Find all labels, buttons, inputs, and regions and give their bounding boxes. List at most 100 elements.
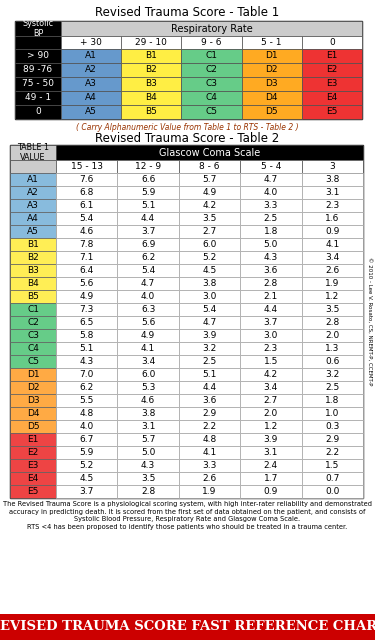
Bar <box>117 173 179 186</box>
Bar <box>179 316 240 329</box>
Text: E5: E5 <box>27 487 39 496</box>
Bar <box>56 446 117 459</box>
Bar <box>302 355 363 368</box>
Text: 3.5: 3.5 <box>202 214 217 223</box>
Text: 2.7: 2.7 <box>202 227 217 236</box>
Text: C2: C2 <box>206 65 218 74</box>
Text: Glascow Coma Scale: Glascow Coma Scale <box>159 147 260 157</box>
Text: 4.3: 4.3 <box>264 253 278 262</box>
Bar <box>302 433 363 446</box>
Text: A4: A4 <box>85 93 97 102</box>
Text: 7.1: 7.1 <box>80 253 94 262</box>
Text: 5.1: 5.1 <box>141 201 155 210</box>
Bar <box>302 264 363 277</box>
Text: D5: D5 <box>27 422 39 431</box>
Bar <box>56 329 117 342</box>
Bar <box>10 407 56 420</box>
Bar <box>56 420 117 433</box>
Bar <box>117 459 179 472</box>
Text: 5.4: 5.4 <box>80 214 94 223</box>
Text: 5.9: 5.9 <box>80 448 94 457</box>
Text: D4: D4 <box>27 409 39 418</box>
Text: Revised Trauma Score - Table 1: Revised Trauma Score - Table 1 <box>95 6 280 19</box>
Bar <box>61 63 121 77</box>
Text: 2.9: 2.9 <box>202 409 217 418</box>
Text: 3.2: 3.2 <box>202 344 217 353</box>
Text: 3.0: 3.0 <box>202 292 217 301</box>
Bar <box>61 21 362 36</box>
Bar <box>117 251 179 264</box>
Bar <box>10 316 56 329</box>
Bar <box>117 212 179 225</box>
Bar <box>10 225 56 238</box>
Bar <box>302 420 363 433</box>
Bar <box>10 394 56 407</box>
Bar <box>240 407 302 420</box>
Text: 4.3: 4.3 <box>141 461 155 470</box>
Text: 1.3: 1.3 <box>325 344 339 353</box>
Text: 2.8: 2.8 <box>141 487 155 496</box>
Bar <box>117 433 179 446</box>
Text: 2.0: 2.0 <box>264 409 278 418</box>
Bar <box>15 105 61 119</box>
Bar <box>179 173 240 186</box>
Bar <box>56 264 117 277</box>
Bar <box>117 238 179 251</box>
Bar <box>117 472 179 485</box>
Bar <box>179 199 240 212</box>
Bar <box>15 36 61 49</box>
Bar <box>240 381 302 394</box>
Text: 2.0: 2.0 <box>325 331 339 340</box>
Text: E3: E3 <box>27 461 39 470</box>
Text: 3.9: 3.9 <box>264 435 278 444</box>
Bar <box>56 160 117 173</box>
Text: 2.2: 2.2 <box>202 422 217 431</box>
Text: 4.0: 4.0 <box>80 422 94 431</box>
Bar <box>179 264 240 277</box>
Bar <box>242 63 302 77</box>
Bar <box>302 407 363 420</box>
Text: 0: 0 <box>329 38 335 47</box>
Bar <box>10 238 56 251</box>
Text: D3: D3 <box>266 79 278 88</box>
Text: 3.7: 3.7 <box>80 487 94 496</box>
Text: 3.4: 3.4 <box>141 357 155 366</box>
Text: 1.9: 1.9 <box>202 487 217 496</box>
Bar <box>302 63 362 77</box>
Bar <box>179 407 240 420</box>
Bar <box>10 472 56 485</box>
Text: E4: E4 <box>27 474 39 483</box>
Text: 1.8: 1.8 <box>325 396 339 405</box>
Bar <box>179 446 240 459</box>
Text: 5.4: 5.4 <box>202 305 217 314</box>
Text: 3.3: 3.3 <box>202 461 217 470</box>
Bar <box>121 91 182 105</box>
Text: 3.6: 3.6 <box>202 396 217 405</box>
Bar <box>179 238 240 251</box>
Bar <box>10 212 56 225</box>
Text: 4.8: 4.8 <box>80 409 94 418</box>
Text: 2.5: 2.5 <box>325 383 339 392</box>
Text: 3: 3 <box>329 162 335 171</box>
Bar <box>240 316 302 329</box>
Text: 2.8: 2.8 <box>264 279 278 288</box>
Text: 2.8: 2.8 <box>325 318 339 327</box>
Bar <box>56 472 117 485</box>
Text: 3.1: 3.1 <box>325 188 339 197</box>
Bar <box>179 329 240 342</box>
Bar <box>117 290 179 303</box>
Bar <box>56 394 117 407</box>
Text: 5.0: 5.0 <box>141 448 155 457</box>
Text: 6.9: 6.9 <box>141 240 155 249</box>
Text: 0.0: 0.0 <box>325 487 339 496</box>
Bar <box>302 199 363 212</box>
Text: Respiratory Rate: Respiratory Rate <box>171 24 252 33</box>
Text: E1: E1 <box>27 435 39 444</box>
Bar <box>242 91 302 105</box>
Text: 2.4: 2.4 <box>264 461 278 470</box>
Bar <box>302 277 363 290</box>
Text: 8 - 6: 8 - 6 <box>199 162 220 171</box>
Bar <box>56 303 117 316</box>
Text: 3.8: 3.8 <box>325 175 339 184</box>
Bar <box>117 342 179 355</box>
